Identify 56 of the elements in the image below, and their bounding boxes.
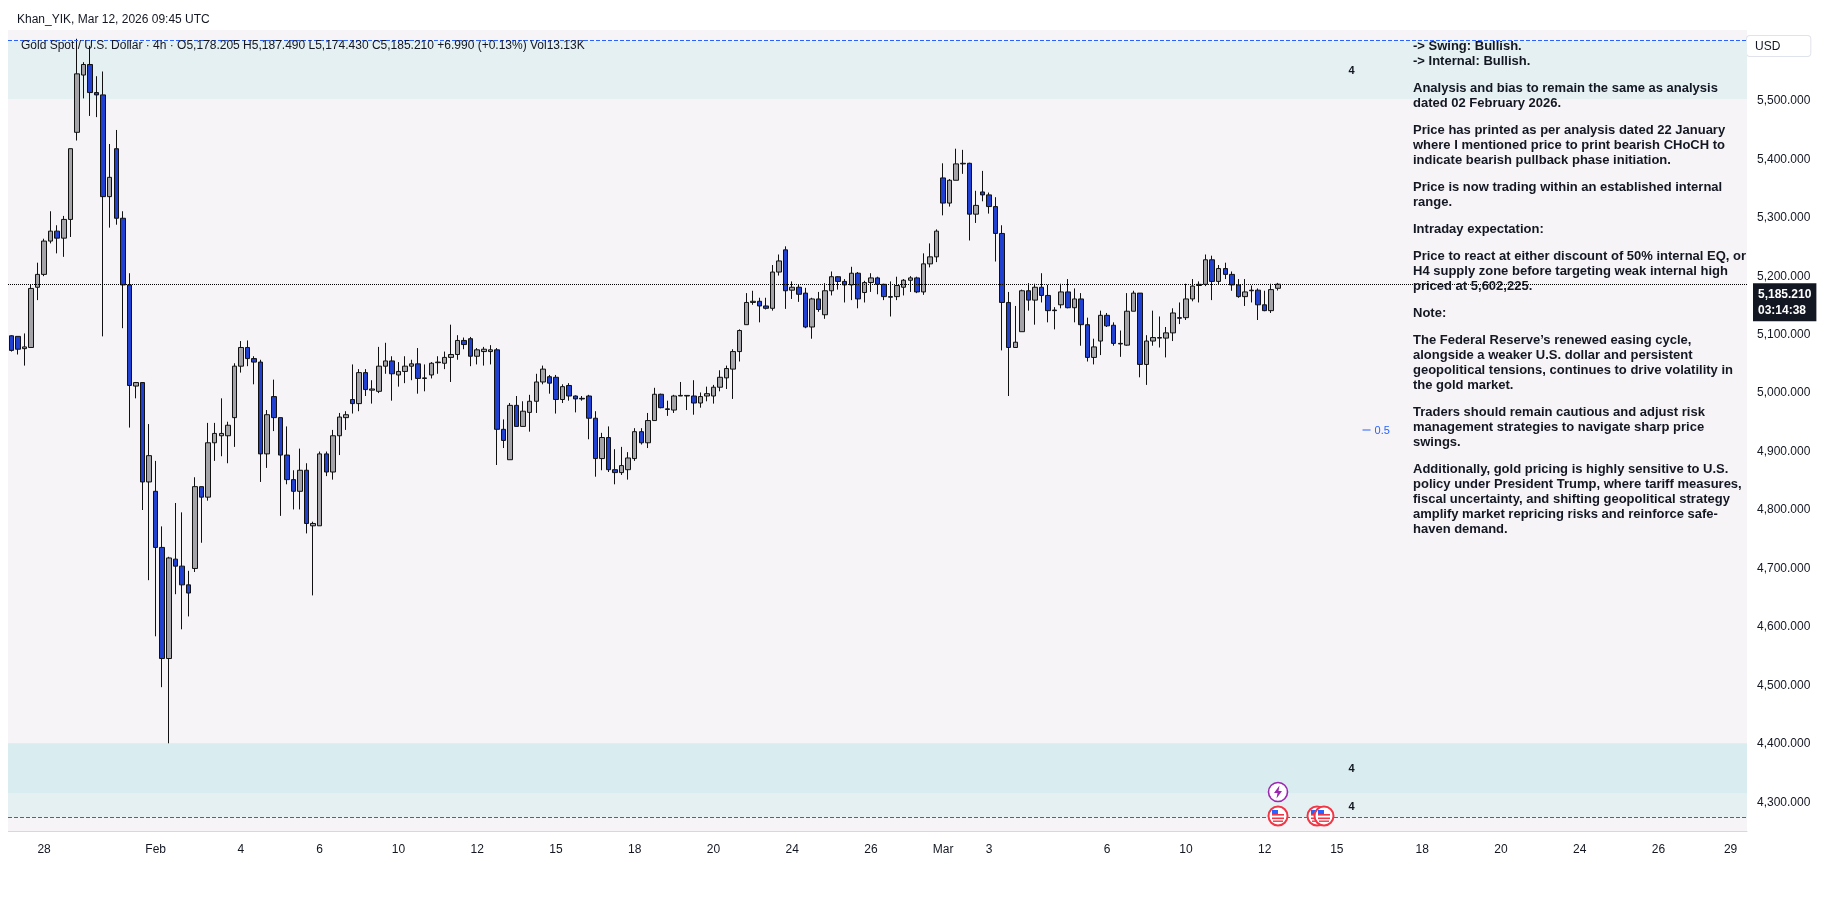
y-tick-label: 5,300.000 xyxy=(1757,210,1811,225)
annotation: -> Internal: Bullish. xyxy=(1413,53,1532,68)
x-tick-label: 20 xyxy=(1494,842,1508,856)
band-label: 4 xyxy=(1348,63,1356,76)
x-tick-label: 12 xyxy=(470,842,485,856)
x-tick-label: 4 xyxy=(237,842,245,856)
x-tick-label: 12 xyxy=(1257,842,1272,856)
annotation: -> Swing: Bullish. xyxy=(1413,38,1523,53)
x-tick-label: Feb xyxy=(145,842,167,856)
chart-subtitle: Khan_YIK, Mar 12, 2026 09:45 UTC xyxy=(17,12,211,26)
y-tick-label: 5,200.000 xyxy=(1757,268,1811,283)
x-tick-label: 6 xyxy=(1103,842,1111,856)
candlestick xyxy=(429,361,434,379)
x-tick-label: 3 xyxy=(985,842,993,856)
x-tick-label: 24 xyxy=(785,842,800,856)
x-tick-label: 10 xyxy=(1179,842,1193,856)
y-tick-label: 4,500.000 xyxy=(1757,677,1811,692)
annotation: 0.5 xyxy=(1374,424,1390,436)
x-tick-label: 15 xyxy=(549,842,563,856)
annotation: Price to react at either discount of 50% internal EQ, or H4 supply zone before targeting weak internal high priced at 5,602,225. xyxy=(1413,248,1748,293)
candlestick xyxy=(1013,305,1018,348)
x-tick-label: 26 xyxy=(864,842,878,856)
y-tick-label: 5,500.000 xyxy=(1757,93,1811,108)
annotation: Price has printed as per analysis dated 22 January where I mentioned price to print bearish CHoCH to indicate bearish pullback phase initiation. xyxy=(1413,122,1727,167)
annotation: Intraday expectation: xyxy=(1413,221,1545,236)
x-tick-label: 29 xyxy=(1723,842,1738,856)
x-tick-label: 18 xyxy=(1415,842,1430,856)
y-tick-label: 5,400.000 xyxy=(1757,151,1811,166)
text: Gold Spot / U.S. Dollar · 4h · O5,178.205 H5,187.490 L5,174.430 C5,185.210 +6.990 (+0.13%) Vol13.13K xyxy=(21,38,585,52)
annotation: The Federal Reserve’s renewed easing cycle, alongside a weaker U.S. dollar and persistent geopolitical tensions, continues to drive volatility in the gold market. xyxy=(1413,332,1734,392)
y-tick-label: 5,100.000 xyxy=(1757,327,1811,342)
ref-line-label: 5,185.210 03:14:38 xyxy=(1758,287,1812,318)
band-label: 4 xyxy=(1348,762,1356,775)
y-tick-label: 4,800.000 xyxy=(1757,502,1811,517)
y-tick-label: 4,600.000 xyxy=(1757,619,1811,634)
y-tick-label: 4,900.000 xyxy=(1757,443,1811,458)
x-tick-label: 26 xyxy=(1651,842,1666,856)
x-tick-label: 6 xyxy=(316,842,324,856)
annotation: Traders should remain cautious and adjust risk management strategies to navigate sharp price swings. xyxy=(1413,404,1706,449)
annotation: Note: xyxy=(1413,305,1448,320)
x-tick-label: 28 xyxy=(37,842,52,856)
x-tick-label: 20 xyxy=(706,842,721,856)
y-tick-label: 4,300.000 xyxy=(1757,794,1811,809)
annotation: Price is now trading within an established internal range. xyxy=(1413,179,1724,209)
x-tick-label: 10 xyxy=(391,842,406,856)
x-tick-label: 18 xyxy=(628,842,642,856)
y-tick-label: 4,400.000 xyxy=(1757,736,1811,751)
x-tick-label: Mar xyxy=(932,842,954,856)
annotation: Analysis and bias to remain the same as analysis dated 02 February 2026. xyxy=(1413,80,1719,110)
x-tick-label: 15 xyxy=(1330,842,1344,856)
y-tick-label: 5,000.000 xyxy=(1757,385,1811,400)
band-label: 4 xyxy=(1348,799,1356,812)
annotation: Additionally, gold pricing is highly sensitive to U.S. policy under President Trump, where tariff measures, fiscal uncertainty, and shifting geopolitical strategy amplify market repricing risks and reinforce safe-haven demand. xyxy=(1413,461,1743,536)
x-tick-label: 24 xyxy=(1572,842,1587,856)
y-tick-label: 4,700.000 xyxy=(1757,560,1811,575)
y-axis-title: USD xyxy=(1755,39,1781,53)
